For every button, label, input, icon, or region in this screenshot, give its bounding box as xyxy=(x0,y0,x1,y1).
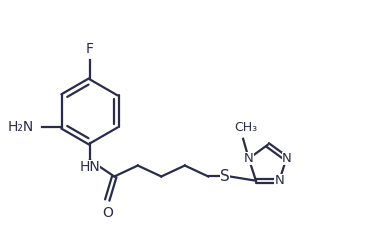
Text: S: S xyxy=(220,169,230,184)
Text: F: F xyxy=(86,42,94,56)
Text: HN: HN xyxy=(79,160,100,174)
Text: O: O xyxy=(102,206,113,220)
Text: N: N xyxy=(275,174,284,187)
Text: H₂N: H₂N xyxy=(7,120,34,134)
Text: N: N xyxy=(244,152,254,165)
Text: CH₃: CH₃ xyxy=(234,121,257,134)
Text: N: N xyxy=(282,152,291,165)
